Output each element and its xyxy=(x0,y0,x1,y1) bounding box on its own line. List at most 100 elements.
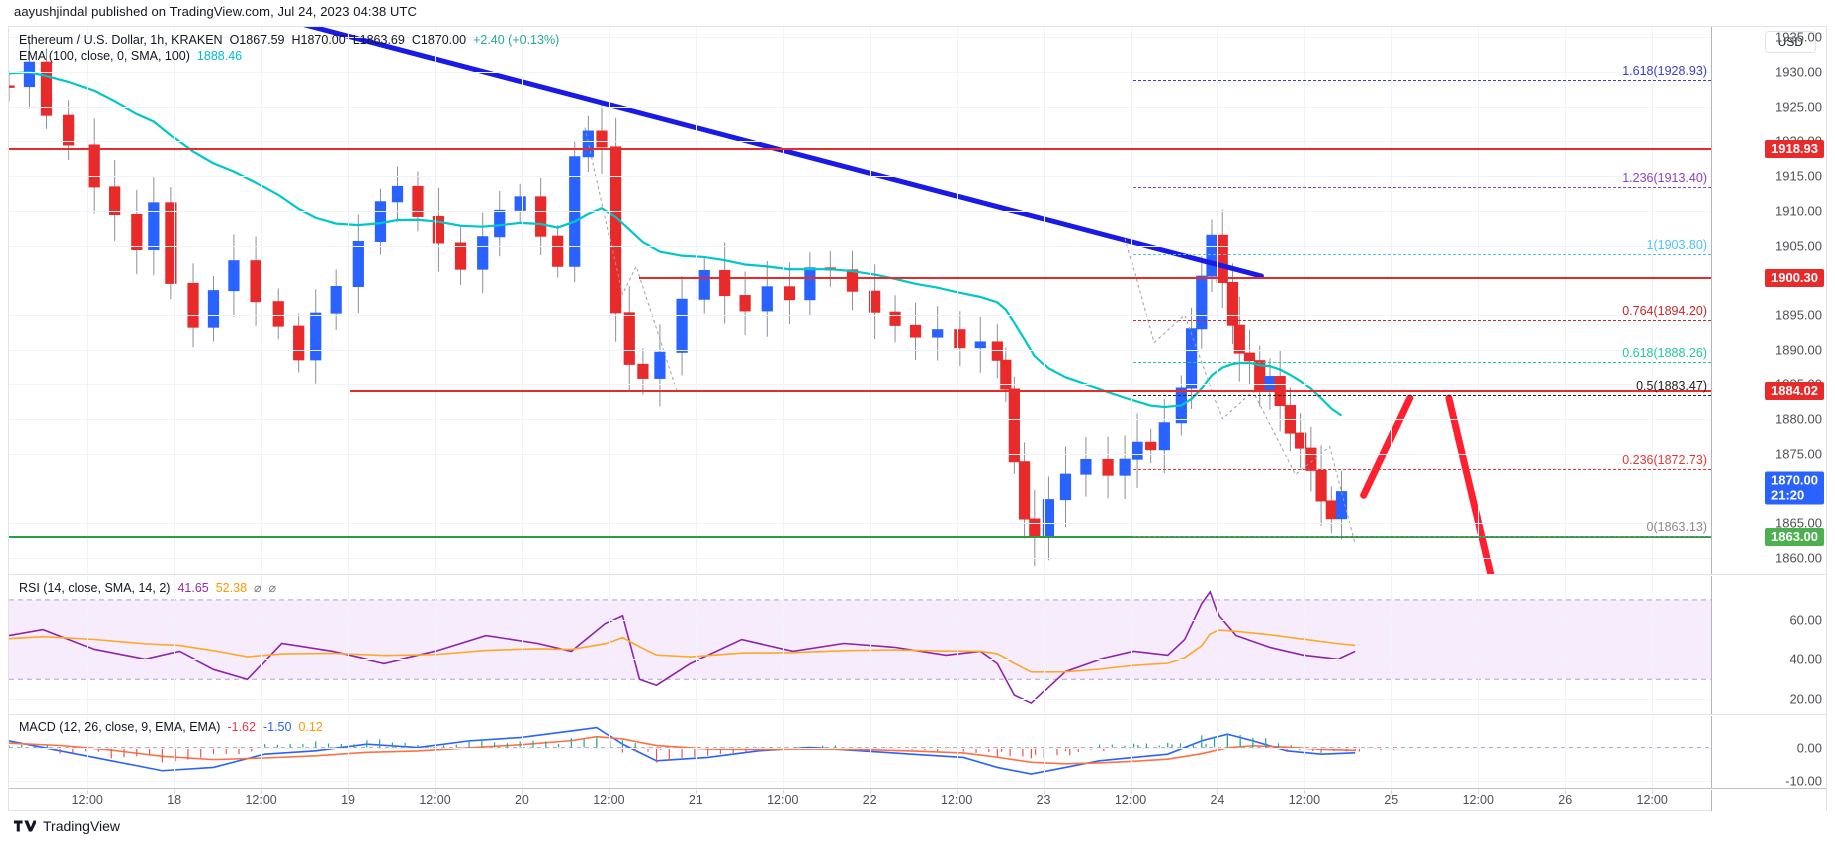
gridline-vertical xyxy=(1391,716,1393,788)
gridline-vertical xyxy=(174,27,176,574)
time-axis-label: 21 xyxy=(688,793,703,807)
time-axis-label: 12:00 xyxy=(245,793,277,807)
time-axis[interactable]: 12:00 18 12:00 19 12:00 20 12:00 21 12:00 22 12:00… xyxy=(9,790,1826,811)
price-axis-tag-last-price[interactable]: 1870.00 21:20 xyxy=(1765,471,1824,505)
gridline-vertical xyxy=(1043,716,1045,788)
time-axis-tick xyxy=(174,790,176,794)
gridline-vertical xyxy=(695,716,697,788)
price-axis-tag-resistance[interactable]: 1918.93 xyxy=(1765,139,1824,158)
time-axis-labels[interactable]: 12:00 18 12:00 19 12:00 20 12:00 21 12:00 22 12:00… xyxy=(9,790,1711,811)
gridline xyxy=(9,37,1711,39)
gridline-vertical xyxy=(608,716,610,788)
price-level-support[interactable] xyxy=(9,535,1711,538)
gridline xyxy=(9,176,1711,178)
price-level-resistance[interactable] xyxy=(9,147,1711,150)
price-plot-area[interactable]: 1.618(1928.93) 1.236(1913.40) 1(1903.80) 0.… xyxy=(9,27,1711,574)
rsi-plot-area[interactable] xyxy=(9,576,1711,714)
macd-pane[interactable]: 0.00 -10.00 MACD (12, 26, close, 9, EMA, … xyxy=(9,716,1826,789)
fib-level-line[interactable] xyxy=(1133,79,1711,81)
fib-level-line[interactable] xyxy=(1133,394,1711,396)
gridline-vertical xyxy=(695,576,697,714)
time-axis-tick xyxy=(1043,790,1045,794)
price-axis-tick: 1910.00 xyxy=(1775,203,1822,219)
gridline-vertical xyxy=(521,716,523,788)
gridline-vertical xyxy=(1565,716,1567,788)
rsi-pane[interactable]: 60.00 40.00 20.00 RSI (14, close, SMA, 14,… xyxy=(9,576,1826,715)
time-axis-tick xyxy=(695,790,697,794)
gridline-vertical xyxy=(869,576,871,714)
time-axis-corner xyxy=(1711,790,1826,811)
gridline xyxy=(9,699,1711,701)
gridline-vertical xyxy=(1565,576,1567,714)
time-axis-tick xyxy=(608,790,610,794)
gridline-vertical xyxy=(1652,576,1654,714)
price-axis-tick: 1875.00 xyxy=(1775,446,1822,462)
gridline-vertical xyxy=(782,27,784,574)
rsi-axis-tick: 20.00 xyxy=(1789,691,1822,707)
macd-axis-tick: 0.00 xyxy=(1796,740,1822,756)
gridline xyxy=(9,314,1711,316)
time-axis-tick xyxy=(1652,790,1654,794)
fib-level-label: 0.236(1872.73) xyxy=(1622,453,1707,468)
currency-badge[interactable]: USD xyxy=(1764,31,1816,53)
gridline-vertical xyxy=(1130,576,1132,714)
time-axis-label: 12:00 xyxy=(419,793,451,807)
gridline-vertical xyxy=(695,27,697,574)
price-axis-tag-support[interactable]: 1863.00 xyxy=(1765,527,1824,546)
gridline-vertical xyxy=(782,576,784,714)
price-level-resistance[interactable] xyxy=(349,390,1711,393)
price-axis[interactable]: USD 1935.001930.001925.001920.001915.001… xyxy=(1711,27,1826,647)
fib-level-line[interactable] xyxy=(1133,535,1711,537)
gridline-vertical xyxy=(1478,576,1480,714)
price-level-resistance[interactable] xyxy=(639,277,1711,280)
fib-level-line[interactable] xyxy=(1133,320,1711,322)
gridline xyxy=(9,659,1711,661)
gridline-vertical xyxy=(261,576,263,714)
gridline xyxy=(9,557,1711,559)
gridline-vertical xyxy=(521,576,523,714)
gridline xyxy=(9,349,1711,351)
footer-brand: TradingView xyxy=(43,818,121,834)
gridline-vertical xyxy=(956,716,958,788)
gridline-vertical xyxy=(1217,716,1219,788)
price-pane[interactable]: 1.618(1928.93) 1.236(1913.40) 1(1903.80) 0.… xyxy=(9,27,1826,647)
time-axis-tick xyxy=(1565,790,1567,794)
time-axis-label: 12:00 xyxy=(1288,793,1321,807)
gridline xyxy=(9,619,1711,621)
chart-frame: 1.618(1928.93) 1.236(1913.40) 1(1903.80) 0.… xyxy=(8,26,1827,811)
attribution-text: aayushjindal published on TradingView.co… xyxy=(14,4,418,19)
fib-level-line[interactable] xyxy=(1133,187,1711,189)
price-axis-tag-resistance[interactable]: 1900.30 xyxy=(1765,269,1824,288)
gridline xyxy=(9,106,1711,108)
gridline-vertical xyxy=(1565,27,1567,574)
fib-level-label: 1.236(1913.40) xyxy=(1622,171,1707,186)
gridline-vertical xyxy=(1652,716,1654,788)
price-axis-tag-resistance[interactable]: 1884.02 xyxy=(1765,382,1824,401)
price-axis-tick: 1890.00 xyxy=(1775,342,1822,358)
gridline-vertical xyxy=(1217,576,1219,714)
price-axis-tick: 1895.00 xyxy=(1775,307,1822,323)
time-axis-label: 20 xyxy=(514,793,529,807)
time-axis-tick xyxy=(1391,790,1393,794)
gridline-vertical xyxy=(174,576,176,714)
time-axis-label: 12:00 xyxy=(940,793,973,807)
time-axis-tick xyxy=(956,790,958,794)
rsi-overbought-oversold-band xyxy=(9,599,1711,680)
rsi-axis[interactable]: 60.00 40.00 20.00 xyxy=(1711,576,1826,714)
fib-level-line[interactable] xyxy=(1133,469,1711,471)
time-axis-label: 12:00 xyxy=(1462,793,1494,807)
time-axis-tick xyxy=(782,790,784,794)
gridline-vertical xyxy=(87,716,89,788)
time-axis-tick xyxy=(521,790,523,794)
fib-level-line[interactable] xyxy=(1133,253,1711,255)
price-axis-tick: 1915.00 xyxy=(1775,168,1822,184)
fib-level-label: 0(1863.13) xyxy=(1646,519,1707,534)
fib-level-line[interactable] xyxy=(1133,361,1711,363)
price-axis-tick: 1925.00 xyxy=(1775,99,1822,115)
time-axis-label: 12:00 xyxy=(593,793,625,807)
time-axis-tick xyxy=(1217,790,1219,794)
macd-axis[interactable]: 0.00 -10.00 xyxy=(1711,716,1826,788)
macd-plot-area[interactable] xyxy=(9,716,1711,788)
gridline-vertical xyxy=(435,716,436,788)
time-axis-tick xyxy=(87,790,89,794)
